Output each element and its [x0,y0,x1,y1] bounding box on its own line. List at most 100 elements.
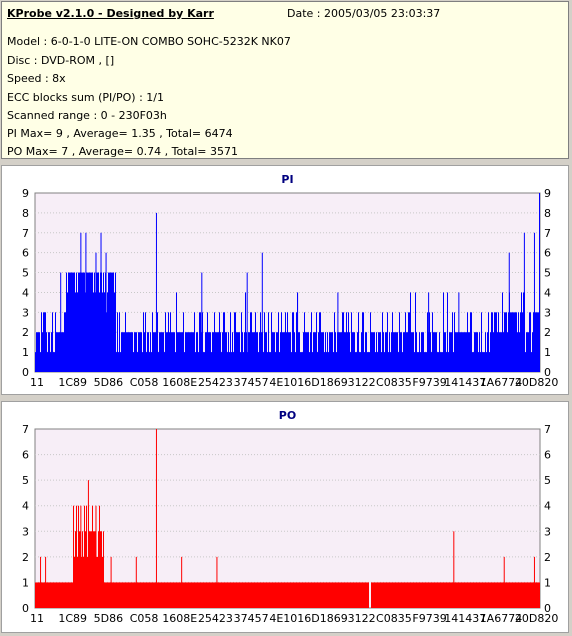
bar [471,312,472,372]
x-tick-label: 4E101 [269,612,304,625]
bar [78,505,79,608]
bar [413,332,414,372]
bar [500,332,501,372]
bar [286,332,287,372]
bar [121,582,122,608]
bar [170,582,171,608]
peak-bar [533,232,535,372]
bar [386,582,387,608]
bar [260,582,261,608]
bar [115,272,116,372]
x-tick-label: C058 [130,612,159,625]
bar [508,312,509,372]
bar [503,582,504,608]
bar [246,332,247,372]
bar [64,312,65,372]
bar [94,272,95,372]
x-tick-label: C0835 [376,612,412,625]
bar [53,352,54,372]
bar [183,582,184,608]
bar [69,272,70,372]
bar [138,582,139,608]
bar [189,582,190,608]
bar [136,332,137,372]
bar [425,582,426,608]
bar [269,582,270,608]
bar [442,352,443,372]
bar [162,332,163,372]
bar [58,582,59,608]
peak-bar [201,272,203,372]
bar [423,332,424,372]
bar [38,332,39,372]
bar [235,312,236,372]
bar [129,582,130,608]
bar [531,352,532,372]
bar [408,312,409,372]
bar [181,332,182,372]
bar [341,582,342,608]
bar [139,582,140,608]
bar [346,312,347,372]
bar [337,582,338,608]
y-tick-right: 1 [544,576,551,589]
bar [354,332,355,372]
bar [485,332,486,372]
bar [525,582,526,608]
bar [490,332,491,372]
bar-series [35,193,540,372]
bar [208,332,209,372]
y-tick-right: 3 [544,525,551,538]
bar [292,582,293,608]
y-tick-right: 6 [544,247,551,260]
y-tick-right: 0 [544,602,551,615]
bar [336,352,337,372]
bar [483,582,484,608]
bar [203,582,204,608]
bar [232,582,233,608]
bar [406,582,407,608]
bar [233,582,234,608]
bar [135,582,136,608]
bar [194,582,195,608]
bar [349,332,350,372]
bar [223,582,224,608]
bar [439,582,440,608]
bar [105,272,106,372]
bar [177,332,178,372]
bar [99,505,100,608]
bar [326,582,327,608]
bar [348,312,349,372]
bar [87,556,88,608]
x-tick-label: 6D186 [304,376,340,389]
bar [358,582,359,608]
bar [468,332,469,372]
bar [400,582,401,608]
bar [248,332,249,372]
bar [192,332,193,372]
bar-series [35,429,540,608]
bar [371,332,372,372]
bar [270,582,271,608]
bar [184,582,185,608]
bar [82,272,83,372]
bar [388,352,389,372]
bar [369,352,370,372]
bar [146,352,147,372]
bar [466,332,467,372]
bar [171,582,172,608]
bar [275,582,276,608]
bar [299,332,300,372]
bar [252,332,253,372]
bar [109,582,110,608]
bar [350,582,351,608]
bar [333,352,334,372]
bar [475,582,476,608]
bar [325,582,326,608]
bar [51,582,52,608]
bar [324,582,325,608]
bar [448,352,449,372]
bar [261,332,262,372]
bar [175,352,176,372]
bar [396,582,397,608]
